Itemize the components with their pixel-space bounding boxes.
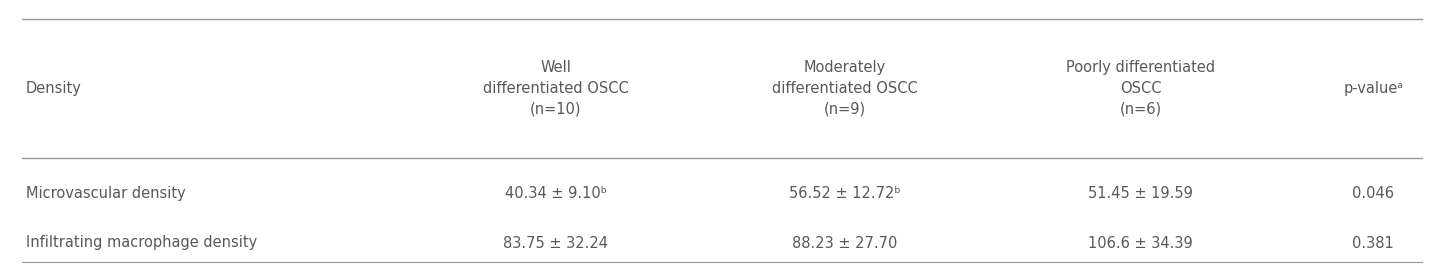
Text: Poorly differentiated
OSCC
(n=6): Poorly differentiated OSCC (n=6) <box>1066 60 1216 117</box>
Text: Microvascular density: Microvascular density <box>26 185 186 201</box>
Text: Well
differentiated OSCC
(n=10): Well differentiated OSCC (n=10) <box>484 60 628 117</box>
Text: 0.381: 0.381 <box>1353 235 1393 251</box>
Text: p-valueᵃ: p-valueᵃ <box>1343 81 1404 96</box>
Text: 51.45 ± 19.59: 51.45 ± 19.59 <box>1089 185 1193 201</box>
Text: 40.34 ± 9.10ᵇ: 40.34 ± 9.10ᵇ <box>505 185 606 201</box>
Text: Infiltrating macrophage density: Infiltrating macrophage density <box>26 235 257 251</box>
Text: 56.52 ± 12.72ᵇ: 56.52 ± 12.72ᵇ <box>788 185 901 201</box>
Text: 106.6 ± 34.39: 106.6 ± 34.39 <box>1089 235 1193 251</box>
Text: Moderately
differentiated OSCC
(n=9): Moderately differentiated OSCC (n=9) <box>773 60 917 117</box>
Text: 0.046: 0.046 <box>1352 185 1395 201</box>
Text: 88.23 ± 27.70: 88.23 ± 27.70 <box>793 235 897 251</box>
Text: Density: Density <box>26 81 82 96</box>
Text: 83.75 ± 32.24: 83.75 ± 32.24 <box>504 235 608 251</box>
